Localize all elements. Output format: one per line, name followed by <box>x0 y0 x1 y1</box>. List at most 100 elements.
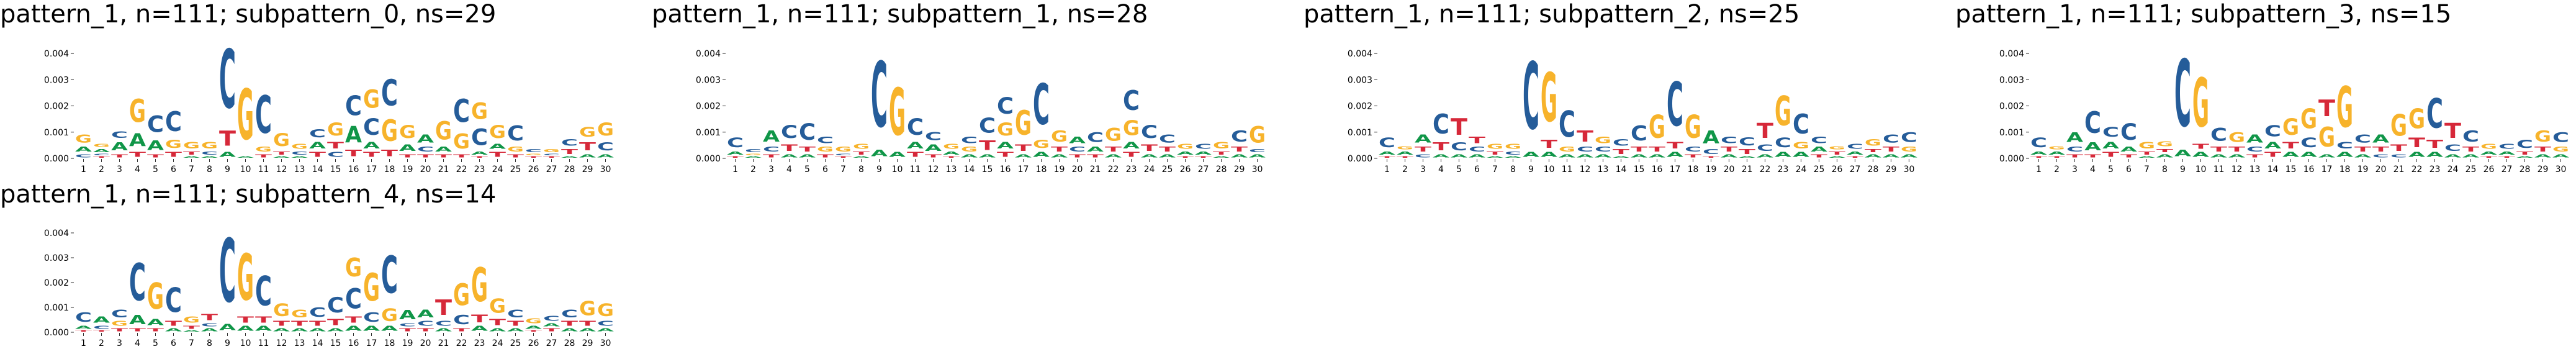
letter-c: C <box>727 135 744 151</box>
x-tick-label: 20 <box>2376 165 2387 175</box>
letter-t: T <box>1087 153 1104 158</box>
letter-t: T <box>835 156 852 158</box>
letter-t: T <box>291 320 308 327</box>
letter-g: G <box>129 93 146 130</box>
letter-a: A <box>2480 150 2498 155</box>
letter-t: T <box>219 127 236 151</box>
letter-a: A <box>309 327 327 332</box>
letter-t: T <box>2444 119 2461 143</box>
letter-t: T <box>111 153 128 158</box>
letter-c: C <box>1451 140 1467 153</box>
letter-c: C <box>309 127 326 140</box>
letter-t: T <box>273 320 290 327</box>
letter-t: T <box>1721 145 1737 153</box>
letter-a: A <box>165 327 182 332</box>
y-tick-label: 0.000 <box>44 154 69 164</box>
letter-a: A <box>363 325 380 332</box>
panel-title: pattern_1, n=111; subpattern_0, ns=29 <box>0 0 497 29</box>
x-tick-label: 10 <box>1544 165 1555 175</box>
x-tick-label: 7 <box>840 165 846 175</box>
x-tick-label: 15 <box>330 165 341 175</box>
x-tick-label: 4 <box>1438 165 1444 175</box>
letter-t: T <box>417 153 435 158</box>
x-tick-label: 2 <box>750 165 756 175</box>
letter-c: C <box>201 322 218 327</box>
x-tick-label: 14 <box>1616 165 1627 175</box>
x-tick-label: 15 <box>2286 165 2297 175</box>
letter-t: T <box>1051 145 1068 153</box>
letter-a: A <box>1847 150 1864 155</box>
letter-a: A <box>1231 153 1248 158</box>
x-tick-label: 26 <box>528 165 539 175</box>
letter-g: G <box>1051 127 1068 145</box>
letter-c: C <box>1685 145 1701 153</box>
x-tick-label: 30 <box>1904 165 1915 175</box>
letter-c: C <box>507 122 524 145</box>
x-tick-label: 6 <box>171 338 176 348</box>
letter-g: G <box>579 124 596 140</box>
letter-g: G <box>1829 145 1845 150</box>
letter-c: C <box>2084 106 2101 140</box>
x-tick-label: 26 <box>1832 165 1843 175</box>
letter-a: A <box>1249 153 1266 158</box>
letter-c: C <box>219 222 236 323</box>
letter-a: A <box>1469 153 1486 158</box>
letter-a: A <box>1613 156 1630 158</box>
letter-t: T <box>1451 114 1467 140</box>
letter-t: T <box>1667 140 1684 151</box>
letter-t: T <box>1213 150 1230 155</box>
panel-title: pattern_1, n=111; subpattern_1, ns=28 <box>652 0 1148 29</box>
letter-t: T <box>345 315 363 325</box>
letter-t: T <box>93 156 110 158</box>
x-tick-label: 12 <box>276 338 287 348</box>
letter-c: C <box>763 145 780 153</box>
letter-a: A <box>129 129 146 150</box>
letter-t: T <box>2408 135 2425 151</box>
letter-a: A <box>871 148 888 159</box>
x-tick-label: 11 <box>910 165 921 175</box>
letter-a: A <box>561 327 579 332</box>
letter-c: C <box>2444 143 2461 153</box>
x-tick-label: 6 <box>2126 165 2132 175</box>
letter-g: G <box>1397 145 1413 150</box>
letter-c: C <box>345 283 362 315</box>
letter-c: C <box>1433 109 1449 140</box>
letter-g: G <box>889 75 906 150</box>
logo-panel-subpattern-1: pattern_1, n=111; subpattern_1, ns=28 0.… <box>652 0 1272 180</box>
panel-title: pattern_1, n=111; subpattern_4, ns=14 <box>0 180 497 209</box>
letter-c: C <box>111 130 128 140</box>
letter-t: T <box>2516 150 2534 155</box>
x-tick-label: 25 <box>1814 165 1825 175</box>
letter-c: C <box>1505 151 1521 156</box>
letter-a: A <box>399 307 416 322</box>
letter-c: C <box>2354 132 2371 145</box>
letter-a: A <box>2354 153 2372 158</box>
letter-a: A <box>2228 153 2246 158</box>
x-tick-label: 5 <box>2108 165 2114 175</box>
y-tick-label: 0.000 <box>1999 154 2024 164</box>
letter-t: T <box>2318 96 2335 122</box>
letter-a: A <box>129 312 146 327</box>
letter-t: T <box>453 327 471 332</box>
letter-t: T <box>435 295 453 320</box>
letter-c: C <box>2426 91 2443 138</box>
letter-a: A <box>1757 153 1774 158</box>
y-tick-label: 0.000 <box>696 154 721 164</box>
letter-c: C <box>2336 140 2353 150</box>
letter-a: A <box>345 325 362 332</box>
letter-a: A <box>1105 153 1122 158</box>
letter-a: A <box>2030 150 2048 155</box>
x-tick-label: 27 <box>1198 165 1209 175</box>
letter-t: T <box>1703 156 1720 158</box>
letter-t: T <box>471 156 489 158</box>
letter-g: G <box>111 320 128 327</box>
letter-a: A <box>291 327 308 332</box>
letter-t: T <box>1195 156 1212 158</box>
letter-a: A <box>327 327 345 332</box>
letter-t: T <box>2192 143 2209 151</box>
letter-a: A <box>2318 153 2336 158</box>
x-tick-label: 18 <box>2340 165 2351 175</box>
letter-g: G <box>835 145 852 153</box>
x-tick-label: 19 <box>2358 165 2369 175</box>
